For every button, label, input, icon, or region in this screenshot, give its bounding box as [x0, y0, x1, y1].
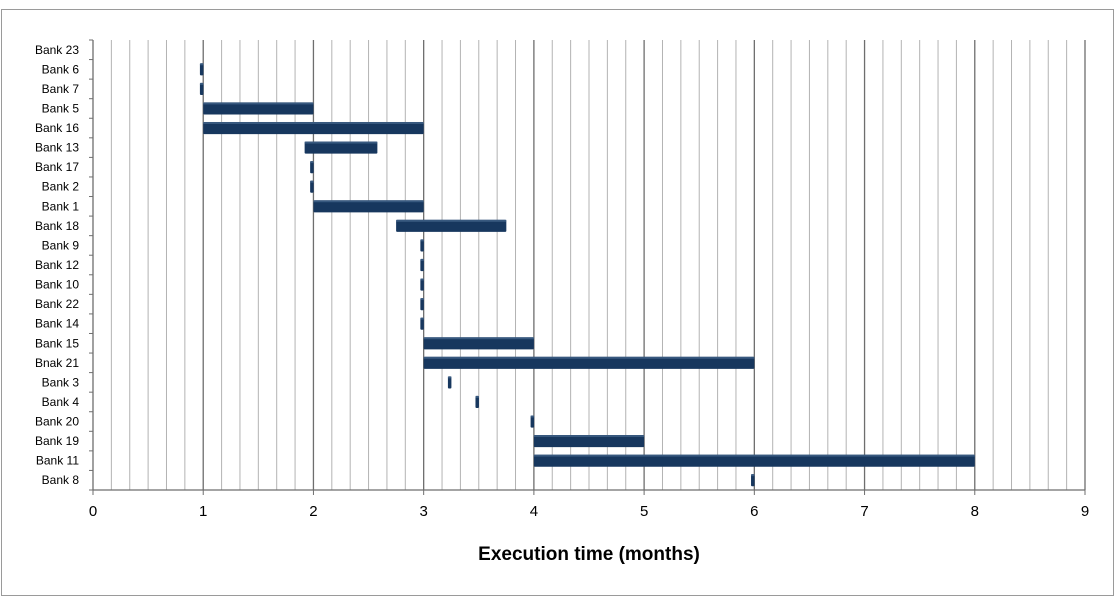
category-label: Bank 6	[42, 62, 80, 76]
bar-highlight	[420, 278, 424, 281]
bar-highlight	[310, 161, 314, 164]
bar-highlight	[533, 454, 975, 457]
category-label: Bank 4	[42, 395, 80, 409]
category-label: Bank 9	[42, 238, 80, 252]
x-tick-label: 4	[530, 503, 538, 520]
category-label: Bank 17	[35, 160, 79, 174]
duration-bar	[533, 454, 975, 467]
category-label: Bank 14	[35, 317, 79, 331]
duration-bar	[313, 200, 424, 213]
category-label: Bank 23	[35, 43, 79, 57]
duration-bar	[310, 161, 314, 174]
duration-bar	[199, 82, 204, 95]
duration-bar	[420, 239, 424, 252]
duration-bar	[751, 474, 755, 487]
category-label: Bank 19	[35, 434, 79, 448]
bar-highlight	[310, 180, 314, 183]
bar-highlight	[199, 63, 204, 66]
bar-highlight	[447, 376, 452, 379]
bar-highlight	[199, 82, 204, 85]
duration-bar	[203, 121, 424, 135]
bar-highlight	[423, 337, 534, 340]
duration-bar	[447, 376, 452, 389]
category-label: Bank 7	[42, 82, 80, 96]
duration-bar	[310, 180, 314, 193]
duration-bar	[530, 415, 535, 428]
category-label: Bnak 21	[35, 356, 79, 370]
x-tick-label: 1	[199, 503, 207, 520]
category-label: Bank 2	[42, 180, 80, 194]
x-tick-label: 3	[419, 503, 427, 520]
duration-bar	[423, 337, 534, 350]
bar-highlight	[420, 239, 424, 242]
category-label: Bank 20	[35, 415, 79, 429]
category-label: Bank 15	[35, 336, 79, 350]
chart-frame: 0 1 2 3 4 5 6 7 8 9 Bank 23 Bank 6 Bank 7 Bank 5 Bank …	[1, 9, 1114, 596]
category-label: Bank 10	[35, 278, 79, 292]
category-label: Bank 1	[42, 199, 80, 213]
bar-highlight	[420, 298, 424, 301]
bar-highlight	[475, 395, 479, 398]
bar-highlight	[530, 415, 535, 418]
duration-bar	[533, 435, 645, 448]
grid-layer	[110, 40, 1086, 490]
category-label: Bank 18	[35, 219, 79, 233]
duration-bar	[420, 258, 424, 272]
axis-layer	[89, 39, 1086, 495]
x-tick-label: 0	[89, 503, 97, 520]
category-label: Bank 12	[35, 258, 79, 272]
duration-bar	[475, 395, 479, 409]
category-label: Bank 3	[42, 375, 80, 389]
bar-highlight	[313, 200, 424, 203]
duration-bar	[420, 278, 424, 291]
bar-highlight	[396, 219, 507, 222]
duration-bar	[304, 141, 378, 154]
bar-highlight	[423, 356, 755, 359]
duration-bar	[203, 102, 314, 115]
bar-highlight	[203, 102, 314, 105]
bar-highlight	[533, 435, 645, 438]
category-label: Bank 13	[35, 141, 79, 155]
bar-layer	[199, 63, 975, 487]
duration-bar	[199, 63, 204, 76]
category-label: Bank 5	[42, 101, 80, 115]
duration-bar	[423, 356, 755, 369]
x-tick-label: 2	[309, 503, 317, 520]
category-label: Bank 8	[42, 473, 80, 487]
x-tick-label: 7	[860, 503, 868, 520]
bar-highlight	[420, 317, 424, 320]
duration-bar	[396, 219, 507, 232]
bar-highlight	[304, 141, 378, 144]
gantt-chart: 0 1 2 3 4 5 6 7 8 9 Bank 23 Bank 6 Bank 7 Bank 5 Bank …	[35, 39, 1089, 565]
duration-bar	[420, 317, 424, 330]
x-tick-label: 8	[971, 503, 979, 520]
x-tick-label: 9	[1081, 503, 1089, 520]
category-label: Bank 16	[35, 121, 79, 135]
x-tick-label: 5	[640, 503, 648, 520]
label-layer: 0 1 2 3 4 5 6 7 8 9 Bank 23 Bank 6 Bank 7 Bank 5 Bank …	[35, 43, 1089, 520]
category-label: Bank 22	[35, 297, 79, 311]
bar-highlight	[203, 121, 424, 124]
x-tick-label: 6	[750, 503, 758, 520]
x-axis-title: Execution time (months)	[478, 544, 700, 565]
bar-highlight	[751, 474, 755, 477]
bar-highlight	[420, 258, 424, 261]
duration-bar	[420, 298, 424, 311]
category-label: Bank 11	[36, 454, 79, 468]
